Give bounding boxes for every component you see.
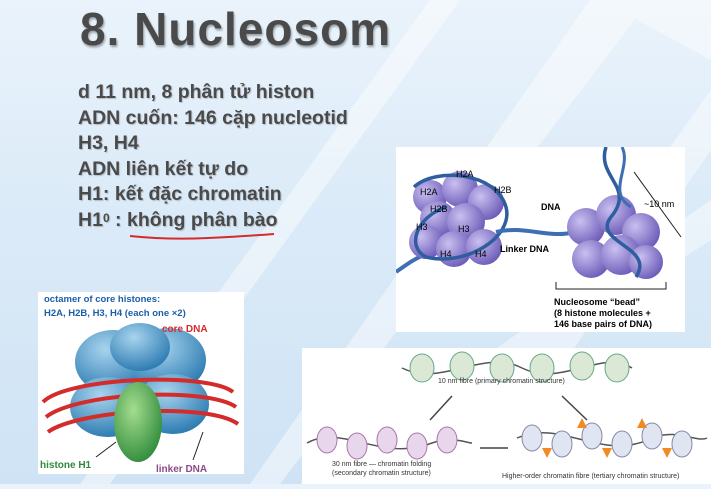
chromatin-structure-figure: 10 nm fibre (primary chromatin structure… <box>302 348 711 484</box>
nucleosome-bead-figure: H2A H2A H2B H2B H3 H3 H4 H4 Linker DNA D… <box>394 146 685 332</box>
label-histone-h1: histone H1 <box>40 460 92 471</box>
label-bead-1: Nucleosome “bead” <box>554 297 641 307</box>
label-h3-mid: H3 <box>458 224 470 234</box>
histone-h1-shape <box>114 382 162 462</box>
label-octamer-1: octamer of core histones: <box>44 294 161 305</box>
h1-separator: : <box>109 208 127 231</box>
label-h4-a: H4 <box>440 249 452 259</box>
h1-prefix: H1 <box>78 208 103 231</box>
chromatin-structure-drawing <box>306 351 708 460</box>
red-underline <box>129 233 275 240</box>
bullet-list: d 11 nm, 8 phân tử histon ADN cuốn: 146 … <box>78 80 348 233</box>
fibre-10nm <box>401 351 633 383</box>
label-bead-2: (8 histone molecules + <box>554 308 651 318</box>
label-h2b-right: H2B <box>494 185 512 195</box>
nucleosome-bead-drawing <box>394 146 682 290</box>
label-dna: DNA <box>541 202 561 212</box>
label-10nm: ~10 nm <box>644 199 675 209</box>
label-linker-dna-left: linker DNA <box>156 464 208 475</box>
caption-higher-order: Higher-order chromatin fibre (tertiary c… <box>502 473 680 480</box>
label-linker-dna: Linker DNA <box>500 244 550 254</box>
h1-superscript: 0 <box>102 210 110 225</box>
caption-10nm: 10 nm fibre (primary chromatin structure… <box>438 378 565 385</box>
label-bead-3: 146 base pairs of DNA) <box>554 319 653 329</box>
label-h4-b: H4 <box>475 249 487 259</box>
fibre-30nm <box>306 426 473 460</box>
bullet-dna-wrap: ADN cuốn: 146 cặp nucleotid <box>78 106 348 129</box>
bullet-diameter: d 11 nm, 8 phân tử histon <box>78 81 315 103</box>
h1-no-division: không phân bào <box>126 208 278 231</box>
label-h2b-left: H2B <box>430 204 448 214</box>
label-h2a-top: H2A <box>456 169 474 179</box>
label-octamer-2: H2A, H2B, H3, H4 (each one ×2) <box>44 308 186 319</box>
label-core-dna: core DNA <box>162 324 208 335</box>
histone-octamer-right <box>567 195 663 279</box>
slide-title: 8. Nucleosom <box>80 3 392 55</box>
bullet-h1-zero: H10 : không phân bào <box>78 208 348 234</box>
core-histone-drawing <box>41 323 240 462</box>
bullet-h3-h4: H3, H4 <box>78 132 139 154</box>
fibre-higher-order <box>516 418 708 458</box>
caption-30nm-1: 30 nm fibre — chromatin folding <box>332 461 432 468</box>
caption-30nm-2: (secondary chromatin structure) <box>332 470 431 477</box>
bullet-h1: H1: kết đặc chromatin <box>78 183 282 205</box>
bullet-linker-dna: ADN liên kết tự do <box>78 157 249 180</box>
label-h3-left: H3 <box>416 222 428 232</box>
core-histone-figure: octamer of core histones: H2A, H2B, H3, … <box>38 292 244 475</box>
label-h2a-left: H2A <box>420 187 438 197</box>
